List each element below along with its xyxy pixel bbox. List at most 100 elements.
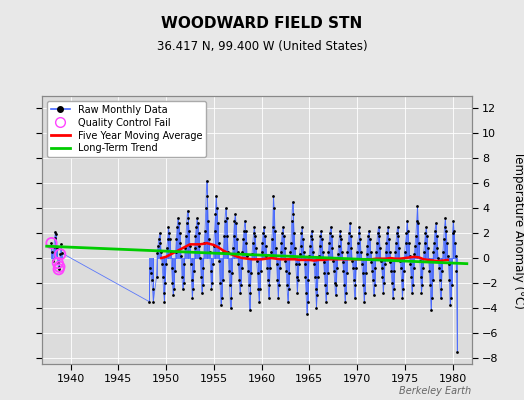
Point xyxy=(323,290,331,296)
Point xyxy=(265,282,274,289)
Point xyxy=(160,298,169,305)
Point xyxy=(394,224,402,230)
Point xyxy=(409,265,418,271)
Point xyxy=(358,270,367,276)
Point xyxy=(56,251,64,258)
Point xyxy=(53,260,62,266)
Point xyxy=(380,280,388,286)
Point xyxy=(326,230,334,236)
Point xyxy=(219,277,227,284)
Point xyxy=(412,218,421,224)
Point xyxy=(300,249,308,255)
Point xyxy=(417,290,425,296)
Point xyxy=(369,292,378,299)
Point xyxy=(351,282,359,289)
Point xyxy=(161,280,169,286)
Point xyxy=(302,290,310,296)
Point xyxy=(446,302,454,309)
Point xyxy=(242,228,250,234)
Point xyxy=(420,249,428,255)
Point xyxy=(337,236,345,242)
Point xyxy=(301,274,310,280)
Point xyxy=(368,267,376,274)
Point xyxy=(148,286,157,292)
Point xyxy=(211,228,219,234)
Point xyxy=(447,295,455,301)
Point xyxy=(330,267,338,274)
Point xyxy=(240,228,248,234)
Point xyxy=(377,265,386,271)
Point xyxy=(319,249,327,255)
Point xyxy=(366,249,375,255)
Point xyxy=(213,205,221,211)
Point xyxy=(414,220,422,226)
Point xyxy=(298,224,307,230)
Point xyxy=(429,277,437,284)
Point xyxy=(384,224,392,230)
Point xyxy=(243,252,252,259)
Point xyxy=(55,264,63,270)
Point xyxy=(199,265,208,271)
Point xyxy=(288,218,296,224)
Point xyxy=(191,232,200,239)
Point xyxy=(58,250,66,256)
Point xyxy=(294,277,302,284)
Point xyxy=(221,218,229,224)
Point xyxy=(171,249,180,255)
Point xyxy=(309,249,318,255)
Point xyxy=(285,286,293,292)
Point xyxy=(443,240,451,246)
Point xyxy=(222,205,230,211)
Point xyxy=(294,261,303,268)
Point xyxy=(47,240,56,246)
Point xyxy=(174,220,183,226)
Point xyxy=(223,232,232,239)
Point xyxy=(340,267,348,274)
Point xyxy=(168,280,177,286)
Point xyxy=(159,274,167,280)
Point xyxy=(321,282,330,289)
Point xyxy=(53,245,61,251)
Point xyxy=(348,257,356,264)
Point xyxy=(257,249,266,255)
Point xyxy=(350,277,358,284)
Point xyxy=(157,249,166,255)
Point xyxy=(156,230,164,236)
Point xyxy=(208,280,216,286)
Point xyxy=(278,230,287,236)
Point xyxy=(400,267,408,274)
Point xyxy=(374,224,383,230)
Point xyxy=(390,267,399,274)
Point xyxy=(418,282,427,289)
Point xyxy=(431,228,439,234)
Point xyxy=(173,224,181,230)
Point xyxy=(219,249,227,255)
Point xyxy=(273,277,281,284)
Point xyxy=(445,277,453,284)
Point xyxy=(391,249,399,255)
Point xyxy=(268,224,277,230)
Point xyxy=(193,215,201,221)
Point xyxy=(334,242,343,249)
Point xyxy=(222,215,231,221)
Point xyxy=(230,218,238,224)
Point xyxy=(355,224,364,230)
Point xyxy=(399,286,407,292)
Point xyxy=(206,267,215,274)
Point xyxy=(179,280,188,286)
Point xyxy=(212,192,221,199)
Point xyxy=(172,236,181,242)
Point xyxy=(146,265,155,271)
Point xyxy=(178,274,186,280)
Point xyxy=(408,290,416,296)
Point xyxy=(328,232,336,239)
Point xyxy=(299,236,307,242)
Point xyxy=(332,282,341,289)
Point xyxy=(290,230,298,236)
Point xyxy=(260,232,269,239)
Point xyxy=(237,282,245,289)
Point xyxy=(204,218,212,224)
Point xyxy=(247,270,255,276)
Point xyxy=(195,242,204,249)
Point xyxy=(443,252,452,259)
